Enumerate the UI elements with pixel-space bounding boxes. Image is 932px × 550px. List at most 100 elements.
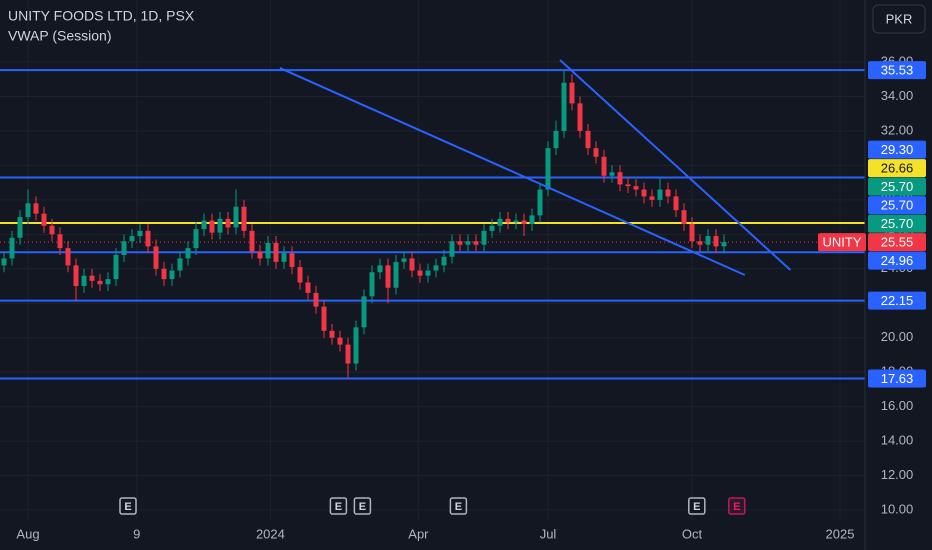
candle-body: [577, 103, 583, 131]
earnings-marker[interactable]: [728, 497, 746, 515]
candle-body: [225, 218, 231, 228]
earnings-marker[interactable]: [688, 497, 706, 515]
candle-body: [601, 156, 607, 176]
candle-body: [641, 189, 647, 197]
candle-body: [593, 148, 599, 157]
candle-body: [649, 196, 655, 200]
candle-body: [129, 236, 135, 242]
candle-body: [169, 270, 175, 280]
price-tag-label: 24.96: [881, 253, 914, 268]
candle-body: [417, 270, 423, 276]
earnings-label[interactable]: E: [359, 501, 366, 513]
symbol-tag-label: UNITY: [823, 235, 862, 250]
price-tag: [868, 369, 926, 388]
candle-body: [393, 261, 399, 288]
x-tick-label: Apr: [408, 526, 429, 541]
indicator-name[interactable]: VWAP (Session): [8, 28, 111, 44]
candle-body: [353, 327, 359, 364]
candle-body: [369, 272, 375, 297]
trend-line: [279, 67, 746, 276]
earnings-label[interactable]: E: [455, 501, 462, 513]
currency-button[interactable]: [872, 4, 926, 34]
x-tick-label: Oct: [682, 526, 703, 541]
earnings-marker[interactable]: [449, 497, 468, 515]
candle-body: [273, 242, 279, 262]
candle-body: [561, 82, 567, 131]
candle-body: [209, 220, 215, 233]
price-tag-label: 22.15: [881, 293, 914, 308]
currency-label[interactable]: PKR: [886, 11, 913, 26]
candle-body: [425, 270, 431, 276]
price-tag: [868, 291, 926, 310]
candle-body: [553, 130, 559, 149]
price-tag-label: 26.66: [881, 161, 914, 176]
candle-body: [625, 184, 631, 187]
candle-body: [329, 330, 335, 338]
price-tag: [868, 196, 926, 215]
candle-body: [1, 258, 7, 266]
candle-body: [137, 230, 143, 237]
earnings-marker[interactable]: [119, 497, 137, 515]
candle-body: [193, 229, 199, 249]
candle-body: [121, 241, 127, 256]
candle-body: [441, 256, 447, 266]
candle-body: [161, 268, 167, 280]
x-tick-label: 2025: [826, 526, 855, 541]
y-tick-label: 16.00: [881, 398, 914, 413]
candle-body: [97, 280, 103, 285]
candle-body: [633, 186, 639, 190]
earnings-label[interactable]: E: [335, 501, 342, 513]
candle-body: [585, 130, 591, 149]
candle-body: [289, 253, 295, 268]
candle-body: [305, 282, 311, 293]
grid: [0, 0, 865, 520]
candle-body: [497, 218, 503, 226]
candle-body: [41, 213, 47, 226]
earnings-label[interactable]: E: [693, 501, 700, 513]
candle-body: [297, 267, 303, 283]
candle-body: [489, 225, 495, 231]
candle-body: [9, 237, 15, 259]
earnings-marker[interactable]: [329, 497, 348, 515]
x-tick-label: 2024: [256, 526, 285, 541]
candle-body: [249, 230, 255, 252]
price-tag: [868, 61, 926, 80]
candle-body: [145, 230, 151, 247]
price-tag-label: 25.70: [881, 179, 914, 194]
candle-body: [257, 251, 263, 259]
candle-body: [457, 241, 463, 245]
candle-body: [465, 241, 471, 245]
price-tag-label: 35.53: [881, 63, 914, 78]
price-tag: [868, 233, 926, 252]
candle-body: [281, 253, 287, 262]
chart-title: UNITY FOODS LTD, 1D, PSX: [8, 8, 195, 24]
candle-body: [25, 203, 31, 218]
price-tag-label: 25.55: [881, 235, 914, 250]
x-tick-label: Aug: [16, 526, 39, 541]
candle-body: [321, 306, 327, 331]
candle-body: [433, 265, 439, 271]
earnings-label[interactable]: E: [124, 501, 131, 513]
price-tag: [868, 251, 926, 270]
candle-body: [385, 265, 391, 288]
earnings-marker[interactable]: [353, 497, 372, 515]
price-tag: [868, 140, 926, 159]
earnings-label[interactable]: E: [733, 501, 740, 513]
candle-body: [529, 215, 535, 224]
candle-body: [65, 248, 71, 266]
candle-body: [537, 189, 543, 216]
candle-body: [545, 148, 551, 190]
candle-body: [609, 172, 615, 176]
candle-body: [73, 265, 79, 287]
candle-body: [241, 206, 247, 231]
candle-body: [177, 258, 183, 271]
y-tick-label: 10.00: [881, 501, 914, 516]
candle-body: [33, 203, 39, 214]
candle-body: [705, 236, 711, 245]
candle-body: [153, 246, 159, 269]
candle-body: [617, 172, 623, 185]
candle-body: [233, 206, 239, 228]
candle-body: [113, 255, 119, 280]
